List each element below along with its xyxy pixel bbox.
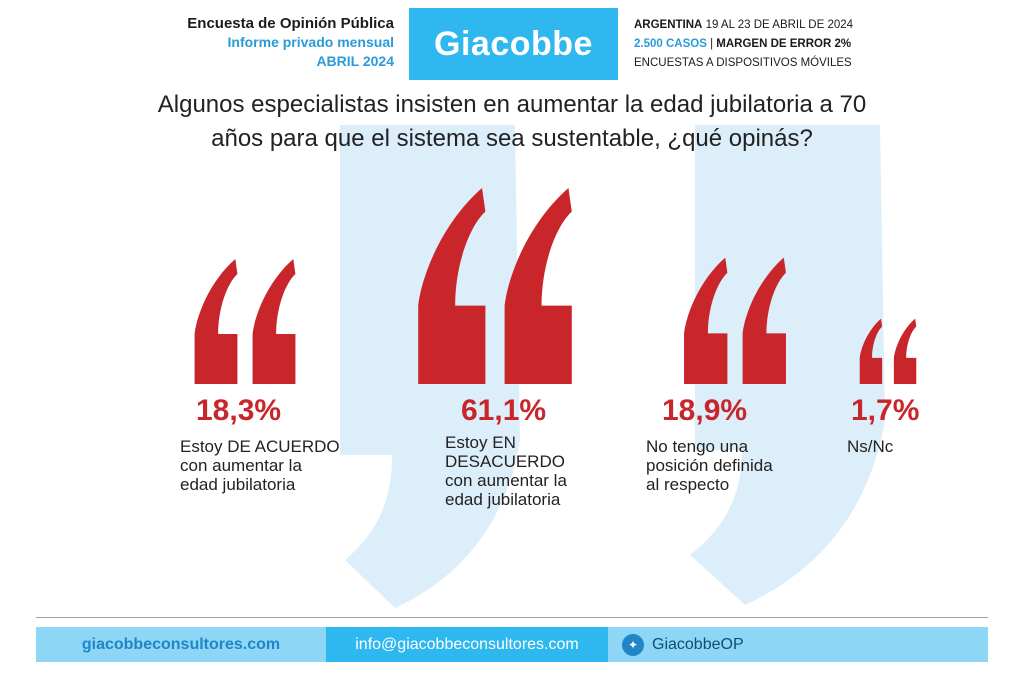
twitter-link[interactable]: ✦ GiacobbeOP [608,627,988,662]
margin-of-error: MARGEN DE ERROR 2% [716,38,852,50]
survey-title: Encuesta de Opinión Pública [187,15,394,32]
sample-size: 2.500 CASOS [634,38,707,50]
value-label-1: 18,3% [196,394,282,427]
quote-mark-2-left [418,188,486,384]
category-label-3: No tengo una posición definida al respecto [646,437,773,494]
report-type: Informe privado mensual [227,34,394,50]
quote-mark-2-right [504,188,572,384]
value-label-3: 18,9% [662,394,748,427]
chart-title: Algunos especialistas insisten en aument… [60,88,964,156]
quote-mark-1-left [194,258,238,384]
category-label-line: edad jubilatoria [445,490,561,509]
footer-divider [36,617,988,618]
category-label-2: Estoy EN DESACUERDO con aumentar la edad ju… [445,433,567,509]
header-left: Encuesta de Opinión Pública Informe priv… [187,14,394,71]
category-label-line: DESACUERDO [445,452,565,471]
category-label-line: Ns/Nc [847,437,894,456]
quote-mark-4-right [893,318,917,384]
twitter-handle: GiacobbeOP [652,635,744,653]
separator: | [710,38,714,50]
value-label-2: 61,1% [461,394,547,427]
twitter-bird-icon: ✦ [622,633,644,656]
website-link[interactable]: giacobbeconsultores.com [36,627,326,662]
country: ARGENTINA [634,19,703,31]
quote-mark-3-right [742,257,786,384]
footer-bar: giacobbeconsultores.com info@giacobbecon… [36,627,988,662]
brand-logo: Giacobbe [409,8,618,80]
header-right: ARGENTINA 19 AL 23 DE ABRIL DE 2024 2.50… [634,16,853,73]
quote-mark-1-right [252,258,296,384]
category-label-4: Ns/Nc [847,437,893,456]
report-date: ABRIL 2024 [316,53,394,69]
survey-method: ENCUESTAS A DISPOSITIVOS MÓVILES [634,57,852,69]
category-label-line: al respecto [646,475,730,494]
category-label-line: con aumentar la [180,456,302,475]
quote-mark-3-left [684,257,728,384]
chart-title-line-2: años para que el sistema sea sustentable… [211,125,813,152]
category-label-line: edad jubilatoria [180,475,296,494]
category-label-line: con aumentar la [445,471,567,490]
category-label-line: Estoy DE ACUERDO [180,437,340,456]
category-label-1: Estoy DE ACUERDO con aumentar la edad jubi… [180,437,340,494]
category-label-line: Estoy EN [445,433,516,452]
email-link[interactable]: info@giacobbeconsultores.com [326,627,608,662]
chart-title-line-1: Algunos especialistas insisten en aument… [157,91,867,118]
fieldwork-dates: 19 AL 23 DE ABRIL DE 2024 [705,19,854,31]
quote-mark-4-left [859,318,883,384]
category-label-line: posición definida [646,456,773,475]
category-label-line: No tengo una [646,437,749,456]
value-label-4: 1,7% [851,394,920,427]
